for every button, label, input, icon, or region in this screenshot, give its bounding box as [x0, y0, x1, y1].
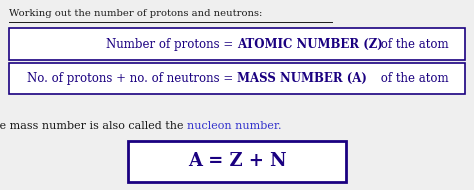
FancyBboxPatch shape: [9, 63, 465, 94]
Text: The mass number is also called the: The mass number is also called the: [0, 121, 187, 131]
Text: nucleon number.: nucleon number.: [187, 121, 282, 131]
Text: ATOMIC NUMBER (Z): ATOMIC NUMBER (Z): [237, 38, 383, 51]
Text: No. of protons + no. of neutrons =: No. of protons + no. of neutrons =: [27, 72, 237, 85]
Text: of the atom: of the atom: [377, 38, 448, 51]
Text: A = Z + N: A = Z + N: [188, 153, 286, 170]
Text: MASS NUMBER (A): MASS NUMBER (A): [237, 72, 367, 85]
FancyBboxPatch shape: [9, 28, 465, 60]
Text: Number of protons =: Number of protons =: [106, 38, 237, 51]
Text: of the atom: of the atom: [377, 72, 448, 85]
FancyBboxPatch shape: [128, 141, 346, 182]
Text: Working out the number of protons and neutrons:: Working out the number of protons and ne…: [9, 10, 263, 18]
